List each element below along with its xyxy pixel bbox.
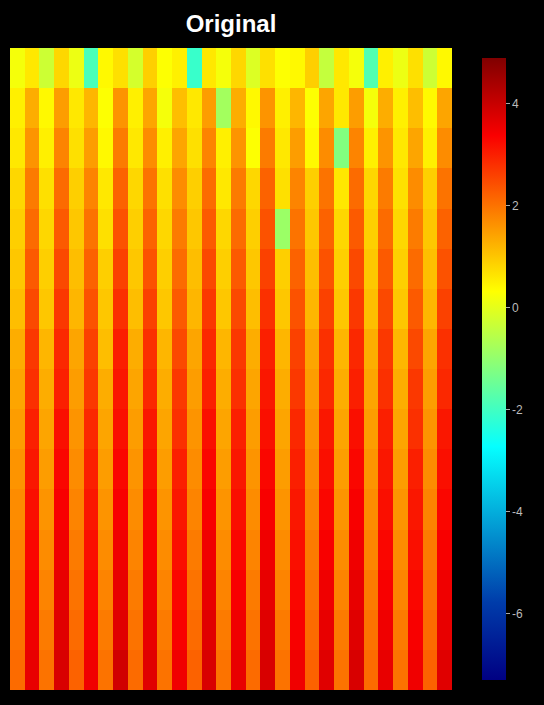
svg-text:4: 4 [512,97,519,111]
svg-text:-2: -2 [512,403,523,417]
svg-text:Original: Original [186,10,277,37]
svg-text:-4: -4 [512,505,523,519]
svg-text:0: 0 [512,301,519,315]
svg-text:2: 2 [512,199,519,213]
svg-text:-6: -6 [512,607,523,621]
